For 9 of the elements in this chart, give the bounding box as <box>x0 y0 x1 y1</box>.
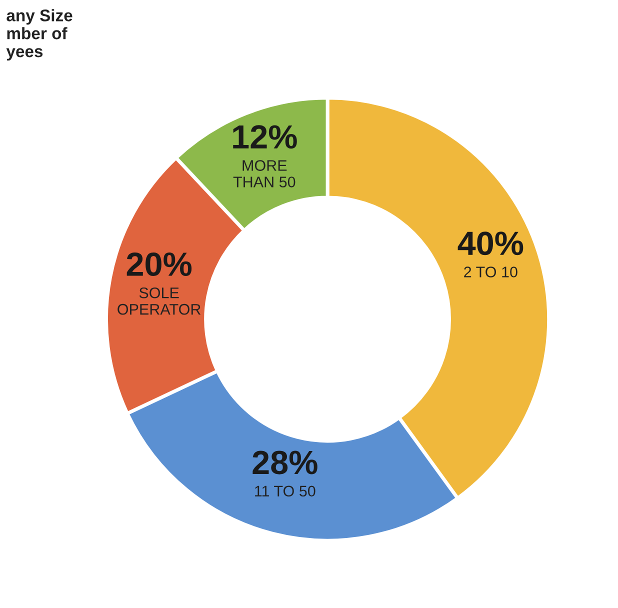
data-label: 20% <box>126 252 192 276</box>
slice-label: 11 TO 50 <box>255 486 316 497</box>
data-label: 28% <box>252 450 318 474</box>
chart-title: any Size mber of yees <box>6 9 72 61</box>
data-label: 12% <box>233 125 297 149</box>
slice-label: 2 TO 10 <box>464 266 518 278</box>
data-label: 40% <box>458 232 524 256</box>
slice-label: MORE THAN 50 <box>233 160 296 188</box>
slice-label: SOLE OPERATOR <box>118 287 201 315</box>
